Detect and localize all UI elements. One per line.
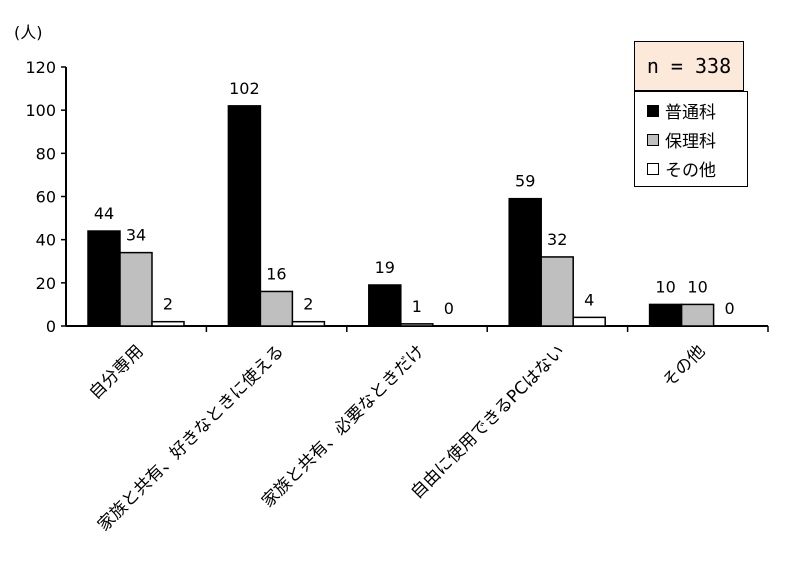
legend-swatch-series-0 bbox=[647, 104, 659, 117]
legend-label-series-1: 保理科 bbox=[665, 132, 716, 152]
category-label-4: その他 bbox=[659, 341, 709, 391]
y-tick-label: 60 bbox=[36, 188, 56, 207]
data-label-1-0: 102 bbox=[229, 79, 260, 98]
bar-0-0 bbox=[87, 230, 121, 327]
legend-swatch-series-1 bbox=[647, 133, 659, 146]
data-label-3-2: 4 bbox=[584, 290, 594, 309]
sample-size-box: n = 338 bbox=[634, 41, 744, 91]
data-label-2-1: 1 bbox=[412, 297, 422, 316]
data-label-4-2: 0 bbox=[725, 299, 735, 318]
data-label-2-0: 19 bbox=[375, 258, 395, 277]
sample-size-label: n = 338 bbox=[646, 54, 732, 78]
category-label-3: 自由に使用できるPCはない bbox=[406, 341, 568, 503]
data-label-3-1: 32 bbox=[547, 230, 567, 249]
bar-2-1 bbox=[400, 323, 434, 327]
y-axis-unit: (人) bbox=[14, 23, 43, 42]
legend-label-series-0: 普通科 bbox=[665, 103, 716, 123]
legend-item-series-0: 普通科 bbox=[647, 96, 747, 125]
legend-item-series-1: 保理科 bbox=[647, 125, 747, 154]
legend-swatch-series-2 bbox=[647, 162, 659, 175]
bar-1-2 bbox=[291, 320, 326, 327]
data-label-3-0: 59 bbox=[515, 172, 535, 191]
legend: 普通科 保理科 その他 bbox=[634, 91, 748, 187]
data-label-0-2: 2 bbox=[163, 295, 173, 314]
category-label-0: 自分専用 bbox=[86, 341, 148, 403]
data-label-4-1: 10 bbox=[687, 277, 707, 296]
data-label-0-1: 34 bbox=[126, 226, 146, 245]
bar-3-0 bbox=[508, 197, 542, 327]
y-tick-label: 0 bbox=[46, 317, 56, 336]
y-tick-label: 40 bbox=[36, 231, 56, 250]
bar-0-2 bbox=[151, 320, 185, 327]
y-tick-label: 100 bbox=[25, 101, 56, 120]
data-label-1-1: 16 bbox=[266, 264, 286, 283]
legend-label-series-2: その他 bbox=[665, 161, 716, 181]
category-label-2: 家族と共有、必要なときだけ bbox=[258, 341, 428, 511]
bar-3-2 bbox=[572, 316, 606, 327]
bar-2-0 bbox=[368, 284, 402, 327]
y-tick-label: 20 bbox=[36, 274, 56, 293]
bar-4-0 bbox=[648, 303, 683, 327]
bar-0-1 bbox=[119, 251, 153, 327]
bar-1-0 bbox=[227, 105, 262, 327]
data-label-0-0: 44 bbox=[94, 204, 114, 223]
bar-1-1 bbox=[259, 290, 294, 327]
data-label-4-0: 10 bbox=[655, 277, 675, 296]
bar-3-1 bbox=[540, 256, 574, 327]
y-tick-label: 120 bbox=[25, 58, 56, 77]
data-label-1-2: 2 bbox=[303, 295, 313, 314]
legend-item-series-2: その他 bbox=[647, 154, 747, 183]
y-tick-label: 80 bbox=[36, 144, 56, 163]
bar-4-1 bbox=[680, 303, 715, 327]
data-label-2-2: 0 bbox=[444, 299, 454, 318]
